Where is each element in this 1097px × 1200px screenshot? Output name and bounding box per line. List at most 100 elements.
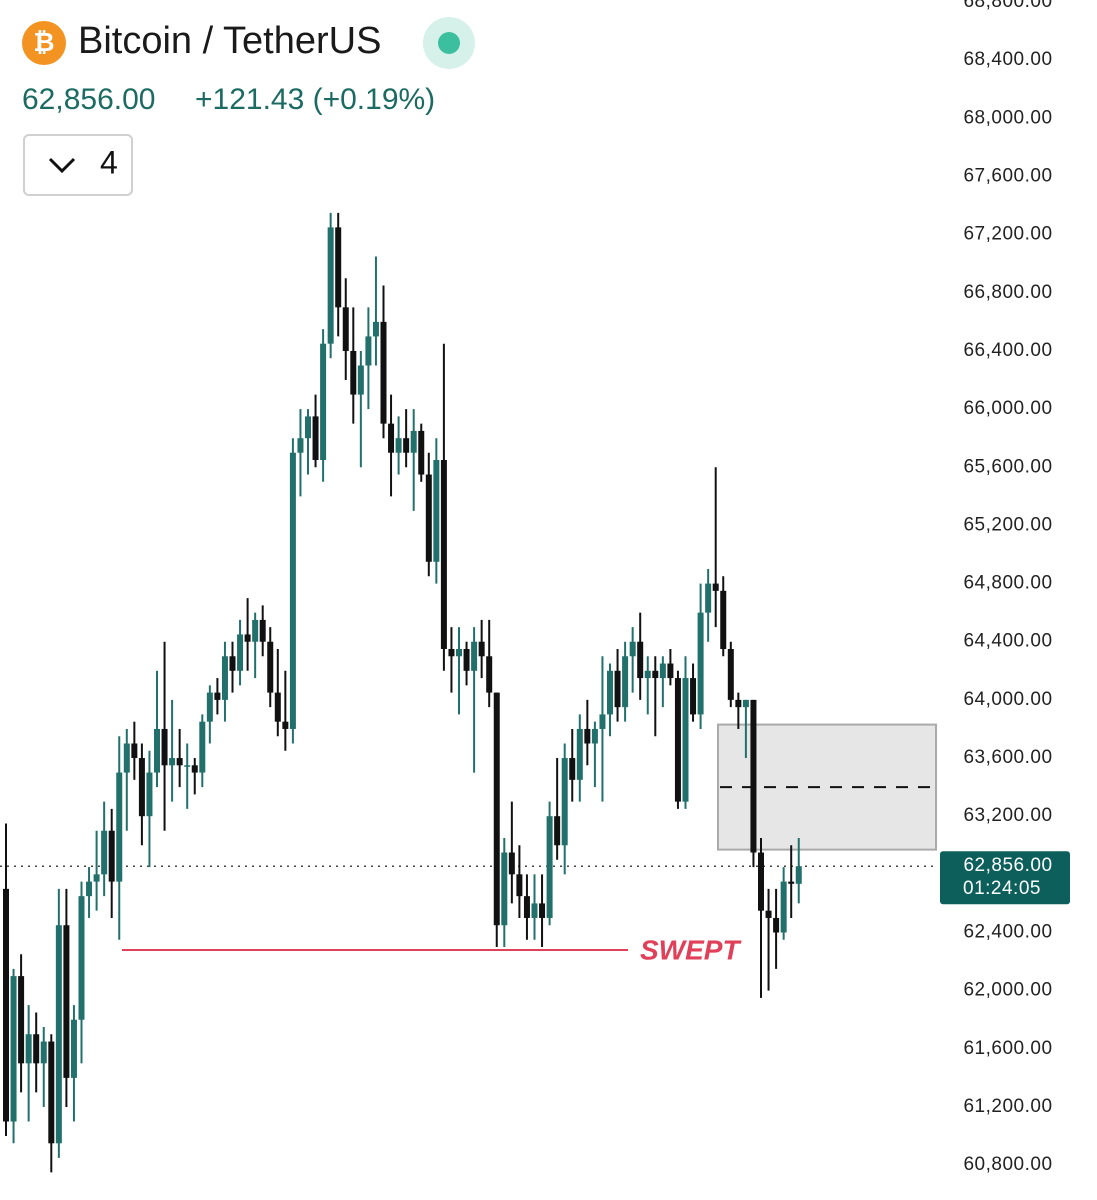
candle-body bbox=[720, 590, 727, 649]
candle-body bbox=[63, 925, 70, 1078]
y-tick-label: 64,400.00 bbox=[963, 631, 1052, 652]
candle-body bbox=[629, 641, 636, 657]
candle-body bbox=[357, 365, 364, 395]
candle-body bbox=[176, 758, 183, 766]
candle-body bbox=[433, 459, 440, 562]
candle-body bbox=[727, 648, 734, 700]
candle-body bbox=[735, 699, 742, 708]
candle-body bbox=[410, 430, 417, 453]
candle-body bbox=[237, 634, 244, 671]
y-tick-label: 67,600.00 bbox=[963, 166, 1052, 187]
candle-body bbox=[682, 678, 689, 802]
candle-body bbox=[70, 1019, 77, 1078]
candle-body bbox=[259, 619, 266, 642]
candle-body bbox=[221, 656, 228, 700]
candle-body bbox=[169, 758, 176, 766]
y-tick-label: 65,200.00 bbox=[963, 514, 1052, 535]
candle-body bbox=[576, 728, 583, 780]
candle-body bbox=[116, 772, 123, 882]
candle-body bbox=[697, 612, 704, 715]
status-dot bbox=[438, 32, 460, 54]
candle-body bbox=[289, 452, 296, 729]
candle-body bbox=[773, 917, 780, 933]
interval-dropdown[interactable]: 4 bbox=[23, 134, 133, 196]
candle-body bbox=[765, 910, 772, 918]
y-tick-label: 63,600.00 bbox=[963, 747, 1052, 768]
candle-body bbox=[456, 648, 462, 657]
candle-body bbox=[780, 881, 787, 933]
plot-area: 60,800.00 61,200.00 61,600.00 62,000.00 62,4… bbox=[0, 0, 1070, 1175]
candle-body bbox=[18, 976, 25, 1064]
candle-body bbox=[25, 1034, 32, 1064]
candle-body bbox=[554, 816, 561, 846]
candle-body bbox=[305, 416, 311, 439]
candle-body bbox=[10, 976, 17, 1122]
candle-body bbox=[342, 307, 349, 351]
candle-body bbox=[33, 1034, 40, 1064]
candle-body bbox=[637, 641, 644, 679]
candle-body bbox=[425, 474, 432, 562]
y-tick-label: 64,000.00 bbox=[963, 689, 1052, 710]
y-tick-label: 65,600.00 bbox=[963, 456, 1052, 477]
candle-body bbox=[569, 758, 576, 780]
candle-body bbox=[101, 830, 108, 875]
candle-body bbox=[335, 227, 342, 308]
candle-body bbox=[350, 350, 357, 395]
candle-body bbox=[48, 1041, 55, 1144]
candle-body bbox=[199, 721, 206, 773]
candle-body bbox=[471, 641, 478, 671]
candle-body bbox=[788, 881, 795, 884]
candle-body bbox=[690, 678, 697, 715]
y-tick-label: 62,400.00 bbox=[963, 922, 1052, 943]
candle-body bbox=[40, 1041, 47, 1064]
candle-body bbox=[478, 641, 485, 657]
candle-body bbox=[282, 721, 289, 729]
candle-body bbox=[614, 670, 621, 708]
y-tick-label: 63,200.00 bbox=[963, 805, 1052, 826]
candle-body bbox=[146, 772, 153, 817]
candle-body bbox=[448, 648, 455, 657]
interval-value: 4 bbox=[100, 144, 118, 180]
header-price: 62,856.00 bbox=[22, 83, 155, 116]
candle-body bbox=[795, 866, 802, 884]
y-tick-label: 61,200.00 bbox=[963, 1096, 1052, 1117]
candle-body bbox=[55, 925, 62, 1144]
candle-body bbox=[154, 728, 160, 773]
candle-body bbox=[244, 634, 251, 642]
candle-body bbox=[93, 874, 100, 882]
y-tick-label: 68,800.00 bbox=[963, 0, 1052, 12]
candle-body bbox=[312, 416, 319, 460]
price-tag-value: 62,856.00 bbox=[963, 855, 1052, 876]
candle-body bbox=[214, 692, 221, 700]
candle-body bbox=[750, 699, 757, 853]
candle-body bbox=[440, 459, 447, 649]
candle-body bbox=[607, 670, 613, 715]
candle-body bbox=[486, 656, 493, 693]
dropdown-box[interactable] bbox=[23, 134, 133, 196]
candle-body bbox=[365, 336, 372, 366]
y-tick-label: 66,800.00 bbox=[963, 282, 1052, 303]
candle-body bbox=[161, 728, 168, 766]
y-tick-label: 62,000.00 bbox=[963, 980, 1052, 1001]
header: ₿ Bitcoin / TetherUS 62,856.00 +121.43 (… bbox=[22, 17, 475, 196]
y-tick-label: 66,400.00 bbox=[963, 340, 1052, 361]
candle-body bbox=[3, 888, 9, 1122]
candle-body bbox=[78, 896, 85, 1020]
candle-body bbox=[659, 663, 666, 679]
candle-body bbox=[584, 728, 591, 744]
candle-body bbox=[561, 758, 568, 846]
candle-body bbox=[388, 423, 395, 453]
y-tick-label: 64,800.00 bbox=[963, 573, 1052, 594]
candle-body bbox=[652, 670, 659, 679]
candle-body bbox=[712, 583, 719, 591]
candle-body bbox=[501, 852, 508, 926]
candle-body bbox=[493, 692, 500, 926]
candle-body bbox=[508, 852, 515, 875]
candle-body bbox=[380, 321, 387, 424]
candle-body bbox=[184, 765, 191, 767]
candle-body bbox=[86, 881, 93, 897]
candle-body bbox=[463, 648, 470, 671]
candle-body bbox=[395, 438, 402, 453]
candle-body bbox=[320, 343, 327, 460]
